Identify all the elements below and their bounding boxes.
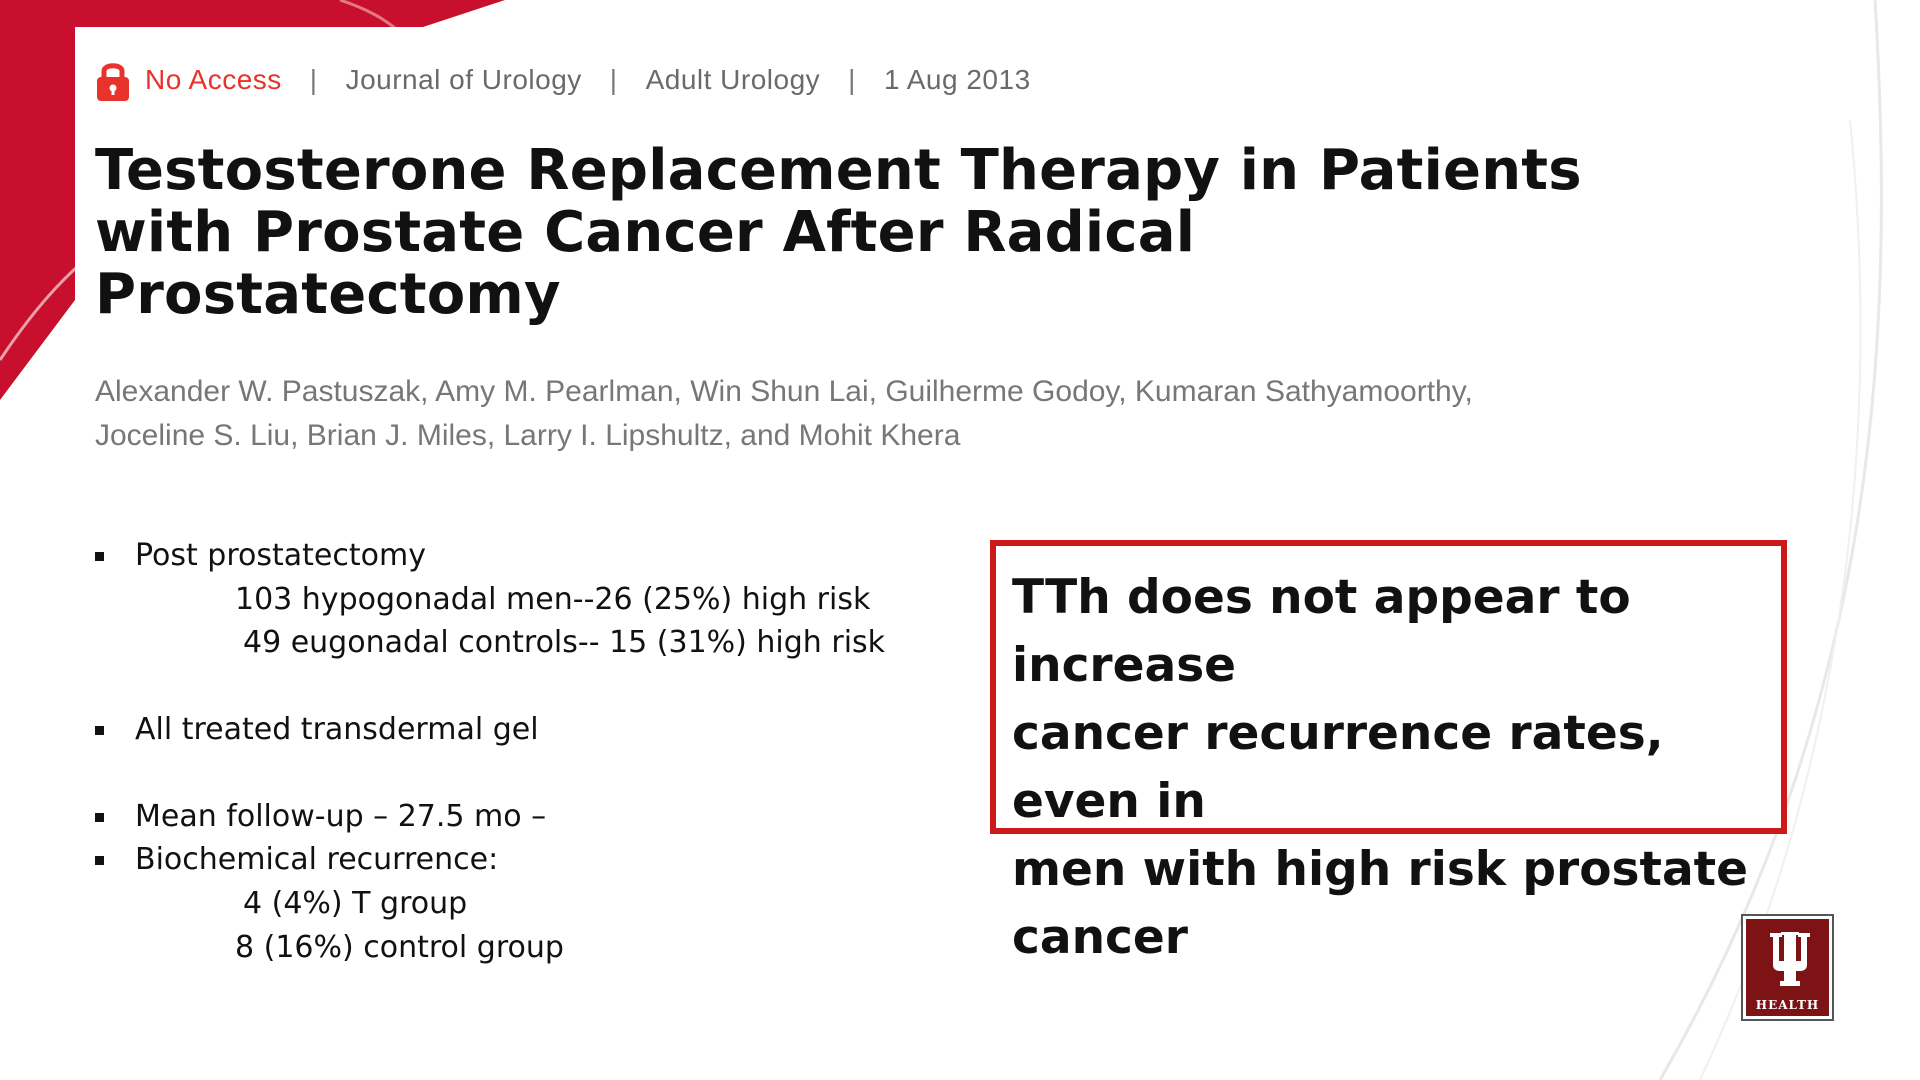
sub-bullet-text: 49 eugonadal controls-- 15 (31%) high ri… [243, 625, 886, 660]
bullet-text: All treated transdermal gel [135, 712, 539, 747]
title-line: Prostatectomy [95, 262, 561, 327]
callout-line: cancer recurrence rates, even in [1012, 706, 1664, 829]
bullet-marker [95, 856, 104, 865]
author-line: Alexander W. Pastuszak, Amy M. Pearlman,… [95, 375, 1473, 408]
sub-bullet-text: 103 hypogonadal men--26 (25%) high risk [235, 582, 871, 617]
logo-text: HEALTH [1755, 998, 1820, 1012]
sub-bullet-text: 8 (16%) control group [235, 930, 564, 965]
author-line: Joceline S. Liu, Brian J. Miles, Larry I… [95, 419, 961, 452]
publication-date: 1 Aug 2013 [883, 64, 1031, 95]
title-line: with Prostate Cancer After Radical [95, 200, 1196, 265]
iu-health-logo: HEALTH [1741, 914, 1834, 1021]
meta-separator: | [609, 64, 618, 95]
decorative-arc [1658, 0, 1883, 1080]
callout-line: cancer [1012, 910, 1188, 965]
section-name[interactable]: Adult Urology [645, 64, 821, 95]
article-header-panel [75, 27, 1735, 467]
bullet-text: Post prostatectomy [135, 538, 426, 573]
sub-bullet-text: 4 (4%) T group [243, 886, 468, 921]
banner-accent-line-top [339, 0, 396, 30]
callout-line: men with high risk prostate [1012, 842, 1749, 897]
bullet-marker [95, 813, 104, 822]
bullet-text: Mean follow-up – 27.5 mo – [135, 799, 547, 834]
red-corner-banner [0, 0, 505, 400]
title-line: Testosterone Replacement Therapy in Pati… [95, 138, 1582, 203]
bullet-marker [95, 726, 104, 735]
bullet-marker [95, 552, 104, 561]
journal-name[interactable]: Journal of Urology [345, 64, 582, 95]
author-list: Alexander W. Pastuszak, Amy M. Pearlman,… [95, 370, 1715, 458]
access-status-label[interactable]: No Access [145, 64, 282, 95]
bullet-text: Biochemical recurrence: [135, 842, 499, 877]
meta-separator: | [309, 64, 318, 95]
meta-separator: | [848, 64, 856, 95]
article-meta-bar: No Access | Journal of Urology | Adult U… [95, 58, 1059, 102]
callout-line: TTh does not appear to increase [1012, 570, 1631, 693]
lock-icon [95, 58, 131, 102]
logo-background: HEALTH [1746, 919, 1829, 1016]
callout-text: TTh does not appear to increase cancer r… [1012, 564, 1765, 972]
callout-box: TTh does not appear to increase cancer r… [990, 540, 1787, 965]
article-title: Testosterone Replacement Therapy in Pati… [95, 140, 1675, 326]
iu-trident-icon [1770, 932, 1810, 986]
